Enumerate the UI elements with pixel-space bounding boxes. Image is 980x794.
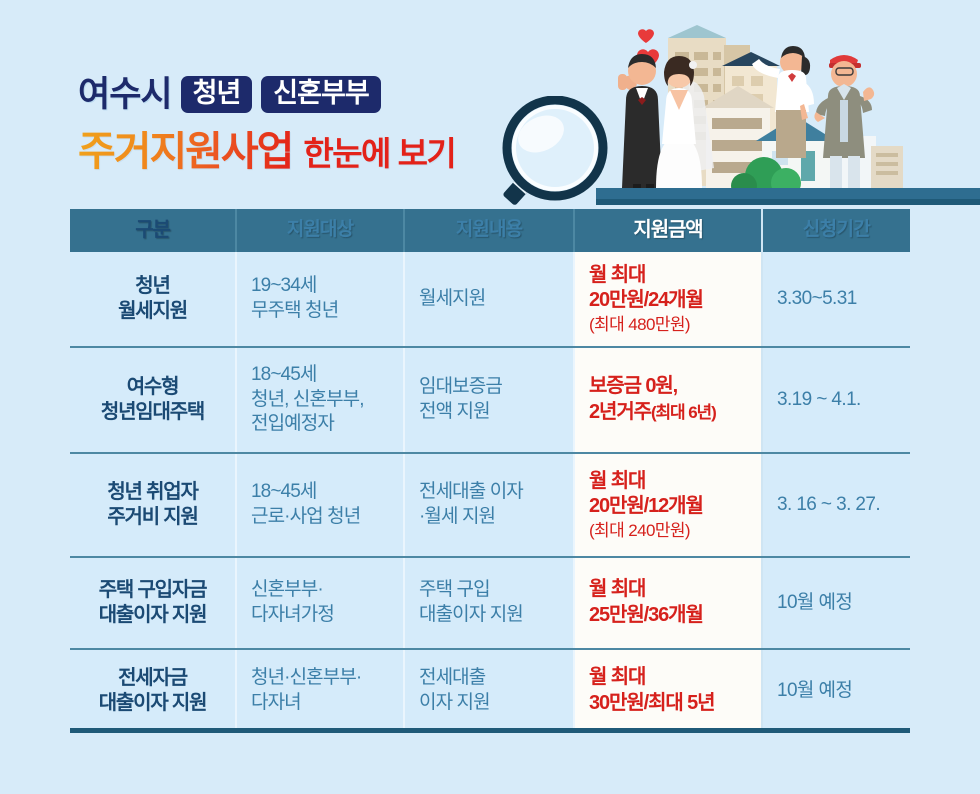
content-line: 월세지원 xyxy=(419,287,486,309)
cell-period: 3. 16 ~ 3. 27. xyxy=(763,454,910,556)
cell-amount: 월 최대 25만원/36개월 xyxy=(575,558,763,648)
support-programs-table: 구분 지원대상 지원내용 지원금액 신청기간 청년 월세지원 19~34세 무주… xyxy=(70,209,910,732)
period-text: 10월 예정 xyxy=(777,679,853,701)
category-line: 여수형 xyxy=(126,376,180,398)
category-line: 청년임대주택 xyxy=(100,401,205,423)
cell-target: 18~45세 근로·사업 청년 xyxy=(237,454,405,556)
period-text: 3.19 ~ 4.1. xyxy=(777,388,861,410)
cell-period: 3.19 ~ 4.1. xyxy=(763,348,910,452)
amount-inline-note: (최대 6년) xyxy=(650,403,717,422)
target-line: 신혼부부· xyxy=(251,579,324,601)
cell-target: 청년·신혼부부· 다자녀 xyxy=(237,650,405,732)
column-header-amount: 지원금액 xyxy=(575,209,763,252)
cell-category: 주택 구입자금 대출이자 지원 xyxy=(70,558,237,648)
cell-category: 여수형 청년임대주택 xyxy=(70,348,237,452)
page-subtitle: 한눈에 보기 xyxy=(303,135,456,172)
table-row: 여수형 청년임대주택 18~45세 청년, 신혼부부, 전입예정자 임대보증금 … xyxy=(70,348,910,454)
target-line: 전입예정자 xyxy=(251,413,335,435)
badge-newlywed: 신혼부부 xyxy=(261,76,381,113)
target-line: 청년·신혼부부· xyxy=(251,667,362,689)
amount-line: 2년거주(최대 6년) xyxy=(589,400,747,426)
cell-period: 10월 예정 xyxy=(763,650,910,732)
title-line-1: 여수시 청년 신혼부부 xyxy=(78,76,381,113)
amount-note: (최대 240만원) xyxy=(589,520,691,540)
amount-line: 월 최대 xyxy=(589,578,646,601)
period-text: 3.30~5.31 xyxy=(777,287,857,309)
table-header-row: 구분 지원대상 지원내용 지원금액 신청기간 xyxy=(70,209,910,252)
wedding-couple-and-housing-illustration xyxy=(596,25,980,205)
cell-period: 3.30~5.31 xyxy=(763,252,910,346)
cell-content: 전세대출 이자 ·월세 지원 xyxy=(405,454,575,556)
cell-content: 임대보증금 전액 지원 xyxy=(405,348,575,452)
magnifying-glass-icon xyxy=(502,96,608,205)
content-line: 전세대출 이자 xyxy=(419,481,524,503)
target-line: 근로·사업 청년 xyxy=(251,506,361,527)
amount-line: 월 최대 xyxy=(589,666,646,689)
cell-target: 신혼부부· 다자녀가정 xyxy=(237,558,405,648)
page-title: 주거지원사업 xyxy=(78,128,294,174)
category-line: 전세자금 xyxy=(118,667,188,689)
cell-content: 전세대출 이자 지원 xyxy=(405,650,575,732)
amount-note: (최대 480만원) xyxy=(589,314,691,334)
table-row: 전세자금 대출이자 지원 청년·신혼부부· 다자녀 전세대출 이자 지원 월 최… xyxy=(70,650,910,732)
badge-youth: 청년 xyxy=(180,76,253,113)
content-line: 이자 지원 xyxy=(419,692,491,713)
cell-target: 18~45세 청년, 신혼부부, 전입예정자 xyxy=(237,348,405,452)
cell-category: 청년 취업자 주거비 지원 xyxy=(70,454,237,556)
amount-line: 25만원/36개월 xyxy=(589,604,704,626)
content-line: 대출이자 지원 xyxy=(419,604,524,625)
table-bottom-border xyxy=(70,728,910,733)
column-header-target: 지원대상 xyxy=(237,209,405,252)
amount-line: 20만원/12개월 xyxy=(589,495,704,518)
content-line: 임대보증금 xyxy=(419,376,503,398)
table-row: 청년 월세지원 19~34세 무주택 청년 월세지원 월 최대 20만원/24개… xyxy=(70,252,910,348)
title-line-2: 주거지원사업 한눈에 보기 xyxy=(78,128,457,174)
cell-amount: 월 최대 20만원/12개월 (최대 240만원) xyxy=(575,454,763,556)
column-header-content: 지원내용 xyxy=(405,209,575,252)
cell-content: 월세지원 xyxy=(405,252,575,346)
amount-line: 월 최대 xyxy=(589,469,646,492)
category-line: 청년 xyxy=(135,275,171,297)
target-line: 다자녀 xyxy=(251,692,302,713)
city-name: 여수시 xyxy=(78,75,173,114)
header-banner: 여수시 청년 신혼부부 주거지원사업 한눈에 보기 xyxy=(0,0,980,205)
cell-category: 전세자금 대출이자 지원 xyxy=(70,650,237,732)
content-line: 주택 구입 xyxy=(419,579,491,601)
target-line: 18~45세 xyxy=(251,363,317,385)
target-line: 무주택 청년 xyxy=(251,300,339,321)
cell-amount: 월 최대 20만원/24개월 (최대 480만원) xyxy=(575,252,763,346)
period-text: 3. 16 ~ 3. 27. xyxy=(777,493,881,515)
target-line: 19~34세 xyxy=(251,275,317,297)
amount-line: 월 최대 xyxy=(589,263,646,286)
amount-line: 20만원/24개월 xyxy=(589,289,704,312)
column-header-category: 구분 xyxy=(70,209,237,252)
target-line: 18~45세 xyxy=(251,481,317,503)
cell-content: 주택 구입 대출이자 지원 xyxy=(405,558,575,648)
cell-period: 10월 예정 xyxy=(763,558,910,648)
cell-category: 청년 월세지원 xyxy=(70,252,237,346)
target-line: 다자녀가정 xyxy=(251,604,335,625)
category-line: 주거비 지원 xyxy=(107,506,199,528)
category-line: 월세지원 xyxy=(118,300,188,322)
amount-main: 2년거주 xyxy=(589,401,652,423)
category-line: 대출이자 지원 xyxy=(98,604,208,626)
table-row: 청년 취업자 주거비 지원 18~45세 근로·사업 청년 전세대출 이자 ·월… xyxy=(70,454,910,558)
cell-target: 19~34세 무주택 청년 xyxy=(237,252,405,346)
column-header-period: 신청기간 xyxy=(763,209,910,252)
amount-line: 30만원/최대 5년 xyxy=(589,692,716,714)
amount-line: 보증금 0원, xyxy=(589,375,678,398)
table-row: 주택 구입자금 대출이자 지원 신혼부부· 다자녀가정 주택 구입 대출이자 지… xyxy=(70,558,910,650)
period-text: 10월 예정 xyxy=(777,591,853,613)
content-line: ·월세 지원 xyxy=(419,506,496,527)
cell-amount: 보증금 0원, 2년거주(최대 6년) xyxy=(575,348,763,452)
content-line: 전세대출 xyxy=(419,667,486,689)
cell-amount: 월 최대 30만원/최대 5년 xyxy=(575,650,763,732)
category-line: 주택 구입자금 xyxy=(98,579,208,601)
category-line: 청년 취업자 xyxy=(107,481,199,503)
target-line: 청년, 신혼부부, xyxy=(251,388,365,410)
category-line: 대출이자 지원 xyxy=(98,692,208,714)
content-line: 전액 지원 xyxy=(419,401,491,422)
